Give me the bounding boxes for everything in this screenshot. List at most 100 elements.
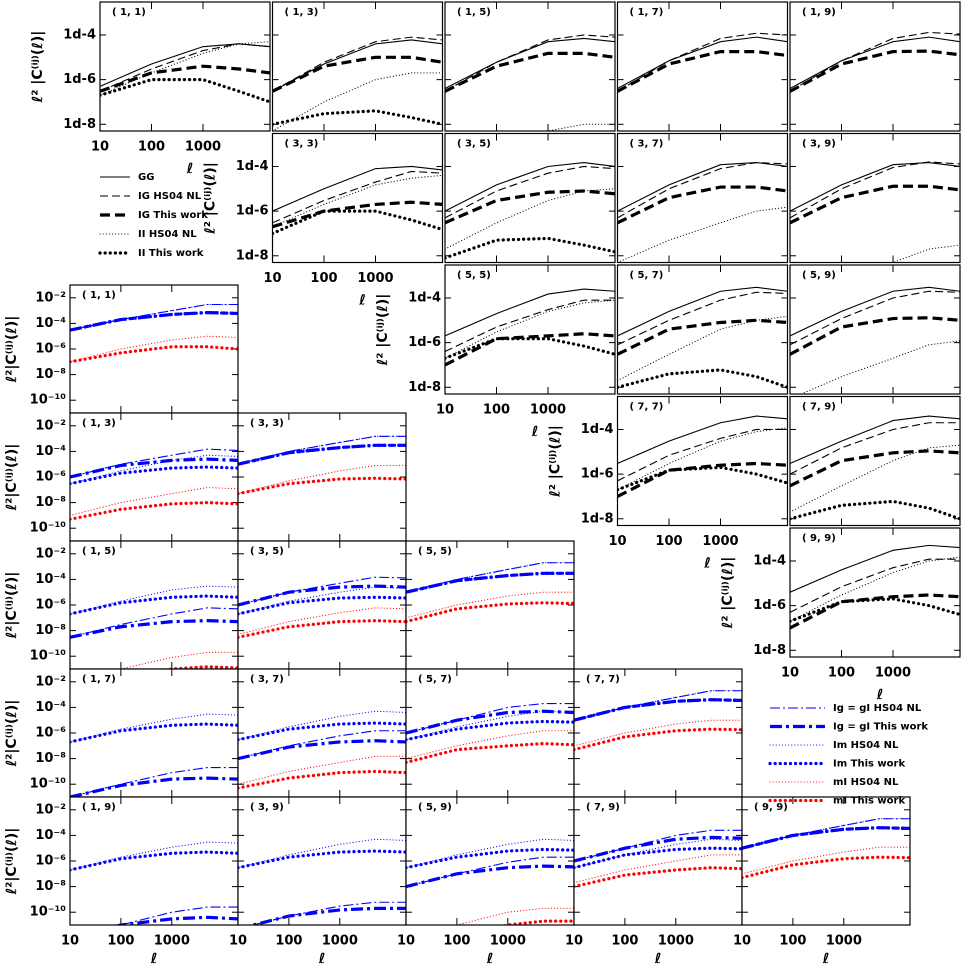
x-tick-label: 10: [61, 934, 79, 949]
curve: [238, 443, 406, 466]
y-tick-label: 1d-8: [236, 248, 269, 263]
curves: [70, 841, 238, 925]
panel: ( 3, 5): [237, 540, 407, 670]
curve: [445, 189, 615, 225]
panel-label: ( 7, 7): [630, 402, 664, 413]
panel: 1d-4 1d-6 1d-8 10 100 1000 ( 5, 5) ℓ² |C⁽ⁱʲ⁾(ℓ)…: [375, 264, 616, 440]
panel-background: [272, 2, 443, 131]
curve: [445, 165, 615, 219]
curves: [70, 713, 238, 797]
panel-frame: [741, 796, 911, 926]
panel-label: ( 3, 3): [285, 139, 319, 150]
curve: [790, 422, 960, 475]
curve: [445, 299, 615, 353]
panel: ( 3, 7): [237, 668, 407, 798]
curve: [742, 826, 910, 850]
panel: 10 100 1000 ( 7, 9) ℓ: [565, 796, 743, 967]
y-tick-label: 10⁻⁸: [35, 879, 66, 894]
y-axis-title: ℓ²|C⁽ⁱʲ⁾(ℓ)|: [4, 444, 20, 512]
curves: [406, 562, 574, 624]
panel: 1d-4 1d-6 1d-8 10 100 1000 ( 1, 1) ℓ² |C⁽ⁱʲ⁾(ℓ)…: [30, 1, 271, 177]
curves: [238, 435, 406, 496]
panel-label: ( 5, 9): [802, 270, 836, 281]
curve: [70, 776, 238, 797]
curves: [617, 32, 788, 93]
y-tick-label: 10⁻⁴: [35, 444, 66, 459]
curve: [406, 741, 574, 765]
x-tick-label: 100: [443, 934, 470, 949]
x-axis-title: ℓ: [186, 161, 194, 177]
panel-background: [574, 797, 742, 925]
curve: [238, 576, 406, 606]
legend-label: GG: [138, 172, 154, 183]
y-tick-label: 10⁻¹⁰: [30, 777, 67, 792]
panel-background: [445, 265, 615, 394]
panel-label: ( 1, 3): [82, 418, 116, 429]
panel: ( 1, 9): [789, 1, 961, 132]
panel-label: ( 1, 5): [82, 546, 116, 557]
curves: [70, 585, 238, 669]
curve: [617, 318, 788, 356]
x-tick-label: 1000: [490, 934, 526, 949]
curve: [790, 593, 960, 630]
curve: [617, 286, 788, 337]
y-tick-label: 10⁻⁴: [35, 572, 66, 587]
y-tick-label: 10⁻²: [35, 546, 66, 561]
curve: [238, 721, 406, 742]
y-tick-label: 10⁻⁴: [35, 316, 66, 331]
panel: ( 1, 5): [444, 1, 616, 132]
curve: [445, 34, 615, 92]
curve: [70, 465, 238, 486]
y-tick-label: 1d-6: [408, 335, 441, 350]
legend-label: mI This work: [833, 796, 905, 807]
legend-label: II HS04 NL: [138, 229, 197, 240]
x-tick-label: 10: [733, 934, 751, 949]
panel: ( 3, 3): [237, 412, 407, 542]
x-tick-label: 1000: [702, 534, 738, 549]
curve: [100, 41, 270, 96]
panel-background: [70, 413, 238, 541]
curve: [70, 850, 238, 872]
curves: [790, 286, 960, 394]
panel: ( 1, 7): [616, 1, 789, 132]
curve: [742, 855, 910, 880]
curves: [617, 415, 788, 498]
x-axis-title: ℓ: [654, 951, 662, 967]
panel-background: [70, 285, 238, 413]
curve: [574, 698, 742, 722]
panel-background: [617, 133, 788, 263]
curve: [574, 829, 742, 862]
curve: [159, 665, 238, 669]
curve: [617, 465, 788, 492]
panel-frame: [616, 395, 789, 527]
x-tick-label: 1000: [185, 140, 221, 155]
panel: ( 5, 9): [789, 264, 961, 395]
x-tick-label: 10: [608, 534, 626, 549]
y-tick-label: 1d-4: [753, 553, 786, 568]
panel: 10⁻² 10⁻⁴ 10⁻⁶ 10⁻⁸ 10⁻¹⁰ ( 1, 5) ℓ²|C⁽ⁱʲ⁾(ℓ)|: [4, 540, 239, 670]
x-axis-title: ℓ: [150, 951, 158, 967]
legend-label: Im HS04 NL: [833, 740, 899, 751]
panel: ( 3, 5): [444, 132, 616, 264]
y-tick-label: 10⁻²: [35, 418, 66, 433]
y-tick-label: 1d-8: [408, 380, 441, 395]
curves: [406, 703, 574, 765]
curve: [114, 915, 238, 925]
curve: [272, 174, 443, 228]
panel-label: ( 3, 7): [630, 139, 664, 150]
x-axis-title: ℓ: [822, 951, 830, 967]
curve: [406, 864, 574, 889]
y-tick-label: 1d-4: [63, 27, 96, 42]
y-axis-title: ℓ² |C⁽ⁱʲ⁾(ℓ)|: [30, 31, 46, 104]
y-axis-title: ℓ² |C⁽ⁱʲ⁾(ℓ)|: [548, 425, 564, 498]
x-axis-title: ℓ: [318, 951, 326, 967]
panel: 1d-4 1d-6 1d-8 10 100 1000 ( 3, 3) ℓ² |C⁽ⁱʲ⁾(ℓ)…: [203, 132, 444, 309]
panel-label: ( 1, 1): [82, 290, 116, 301]
y-tick-label: 1d-6: [581, 467, 614, 482]
curve: [238, 476, 406, 496]
panel-frame: [616, 1, 789, 132]
panel-background: [238, 413, 406, 541]
curve: [790, 449, 960, 488]
curve: [574, 690, 742, 721]
curve: [574, 835, 742, 863]
